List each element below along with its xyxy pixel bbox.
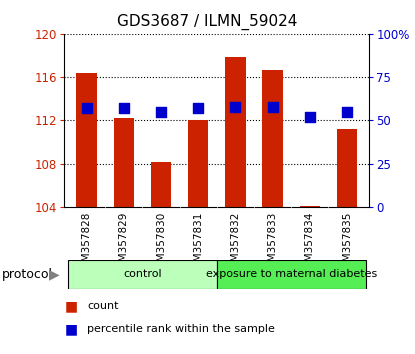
Text: count: count <box>87 301 119 311</box>
Point <box>195 105 202 111</box>
Text: percentile rank within the sample: percentile rank within the sample <box>87 324 275 334</box>
Bar <box>225 57 246 207</box>
Text: GSM357835: GSM357835 <box>342 211 352 275</box>
Text: control: control <box>123 269 162 279</box>
Point <box>120 105 127 111</box>
Point <box>232 104 239 110</box>
Bar <box>68 260 217 289</box>
Bar <box>262 70 283 207</box>
Text: GSM357833: GSM357833 <box>268 211 278 275</box>
Point <box>344 109 350 115</box>
Text: GSM357828: GSM357828 <box>82 211 92 275</box>
Text: GSM357830: GSM357830 <box>156 211 166 275</box>
Point <box>83 105 90 111</box>
Text: exposure to maternal diabetes: exposure to maternal diabetes <box>205 269 377 279</box>
Bar <box>217 260 366 289</box>
Text: GSM357831: GSM357831 <box>193 211 203 275</box>
Text: GSM357834: GSM357834 <box>305 211 315 275</box>
Text: GSM357829: GSM357829 <box>119 211 129 275</box>
Bar <box>151 161 171 207</box>
Text: GSM357832: GSM357832 <box>230 211 240 275</box>
Bar <box>76 73 97 207</box>
Text: ■: ■ <box>64 299 78 313</box>
Point <box>307 114 313 120</box>
Text: ▶: ▶ <box>49 267 59 281</box>
Text: GDS3687 / ILMN_59024: GDS3687 / ILMN_59024 <box>117 14 298 30</box>
Text: ■: ■ <box>64 322 78 336</box>
Text: protocol: protocol <box>2 268 53 281</box>
Bar <box>337 129 357 207</box>
Point <box>158 109 164 115</box>
Point <box>269 104 276 110</box>
Bar <box>114 118 134 207</box>
Bar <box>300 206 320 207</box>
Bar <box>188 120 208 207</box>
